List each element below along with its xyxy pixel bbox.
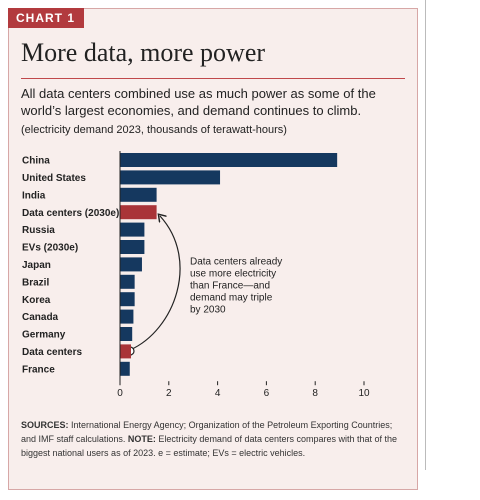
bar bbox=[120, 361, 130, 376]
note-label: NOTE: bbox=[127, 434, 156, 444]
annotation: demand may triple bbox=[190, 293, 273, 304]
units-label: (electricity demand 2023, thousands of t… bbox=[21, 124, 287, 136]
x-tick-label: 4 bbox=[215, 388, 221, 399]
annotation: Data centers already bbox=[190, 257, 282, 268]
page-divider bbox=[425, 0, 426, 470]
x-tick-label: 0 bbox=[117, 388, 123, 399]
x-tick-label: 10 bbox=[358, 388, 370, 399]
sources-text: International Energy Agency; Organizatio… bbox=[21, 420, 393, 444]
y-tick-label: Data centers (2030e) bbox=[22, 208, 119, 219]
bar bbox=[120, 292, 135, 307]
x-tick-label: 6 bbox=[264, 388, 270, 399]
y-tick-label: Russia bbox=[22, 225, 55, 236]
title-rule bbox=[21, 78, 405, 79]
bar bbox=[120, 153, 338, 167]
bar bbox=[120, 240, 145, 254]
bar bbox=[120, 187, 157, 202]
y-tick-label: Data centers bbox=[22, 347, 82, 358]
y-tick-label: China bbox=[22, 156, 50, 167]
bar bbox=[120, 257, 142, 272]
y-tick-label: EVs (2030e) bbox=[22, 243, 78, 254]
x-tick-label: 2 bbox=[166, 388, 172, 399]
sources-label: SOURCES: bbox=[21, 420, 69, 430]
bar bbox=[120, 309, 134, 324]
chart-subtitle: All data centers combined use as much po… bbox=[21, 86, 376, 118]
bar bbox=[120, 344, 131, 359]
annotation-arrow bbox=[129, 216, 181, 351]
bar bbox=[120, 222, 145, 237]
y-tick-label: France bbox=[22, 364, 55, 375]
y-tick-label: India bbox=[22, 190, 46, 201]
note-text: Electricity demand of data centers compa… bbox=[21, 434, 398, 458]
y-tick-label: Germany bbox=[22, 330, 66, 341]
chart-label: CHART 1 bbox=[8, 8, 84, 28]
annotation: use more electricity bbox=[190, 269, 276, 280]
bar bbox=[120, 274, 135, 289]
y-tick-label: Canada bbox=[22, 312, 59, 323]
annotation: by 2030 bbox=[190, 305, 226, 316]
annotation: than France—and bbox=[190, 281, 270, 292]
y-tick-label: Korea bbox=[22, 295, 51, 306]
bar bbox=[120, 170, 221, 185]
chart-title: More data, more power bbox=[21, 38, 266, 67]
chart-panel bbox=[8, 8, 418, 490]
y-tick-label: United States bbox=[22, 173, 86, 184]
bar bbox=[120, 327, 133, 341]
sources: SOURCES: International Energy Agency; Or… bbox=[21, 418, 401, 460]
x-tick-label: 8 bbox=[312, 388, 318, 399]
y-tick-label: Brazil bbox=[22, 277, 49, 288]
y-tick-label: Japan bbox=[22, 260, 51, 271]
bar bbox=[120, 205, 157, 220]
